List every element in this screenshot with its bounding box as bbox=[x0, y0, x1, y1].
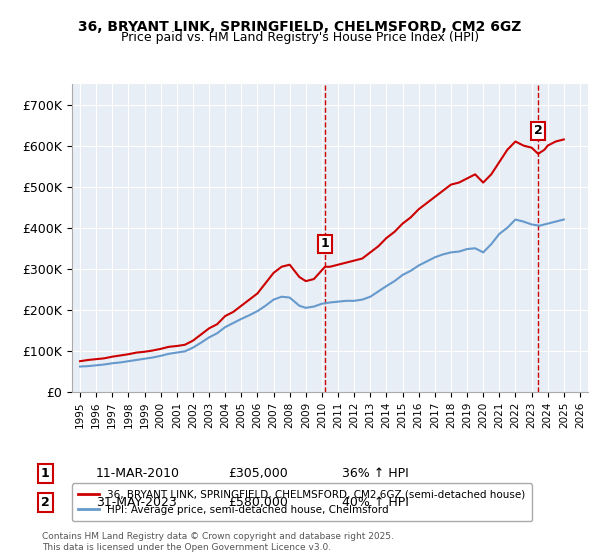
Legend: 36, BRYANT LINK, SPRINGFIELD, CHELMSFORD, CM2 6GZ (semi-detached house), HPI: Av: 36, BRYANT LINK, SPRINGFIELD, CHELMSFORD… bbox=[72, 483, 532, 521]
Text: 2: 2 bbox=[41, 496, 49, 509]
Text: 36% ↑ HPI: 36% ↑ HPI bbox=[342, 466, 409, 480]
Text: 11-MAR-2010: 11-MAR-2010 bbox=[96, 466, 180, 480]
Text: Price paid vs. HM Land Registry's House Price Index (HPI): Price paid vs. HM Land Registry's House … bbox=[121, 31, 479, 44]
Text: 31-MAY-2023: 31-MAY-2023 bbox=[96, 496, 177, 509]
Text: 1: 1 bbox=[41, 466, 49, 480]
Text: 40% ↑ HPI: 40% ↑ HPI bbox=[342, 496, 409, 509]
Text: Contains HM Land Registry data © Crown copyright and database right 2025.
This d: Contains HM Land Registry data © Crown c… bbox=[42, 532, 394, 552]
Text: 2: 2 bbox=[534, 124, 542, 137]
Text: £580,000: £580,000 bbox=[228, 496, 288, 509]
Text: £305,000: £305,000 bbox=[228, 466, 288, 480]
Text: 36, BRYANT LINK, SPRINGFIELD, CHELMSFORD, CM2 6GZ: 36, BRYANT LINK, SPRINGFIELD, CHELMSFORD… bbox=[79, 20, 521, 34]
Text: 1: 1 bbox=[320, 237, 329, 250]
